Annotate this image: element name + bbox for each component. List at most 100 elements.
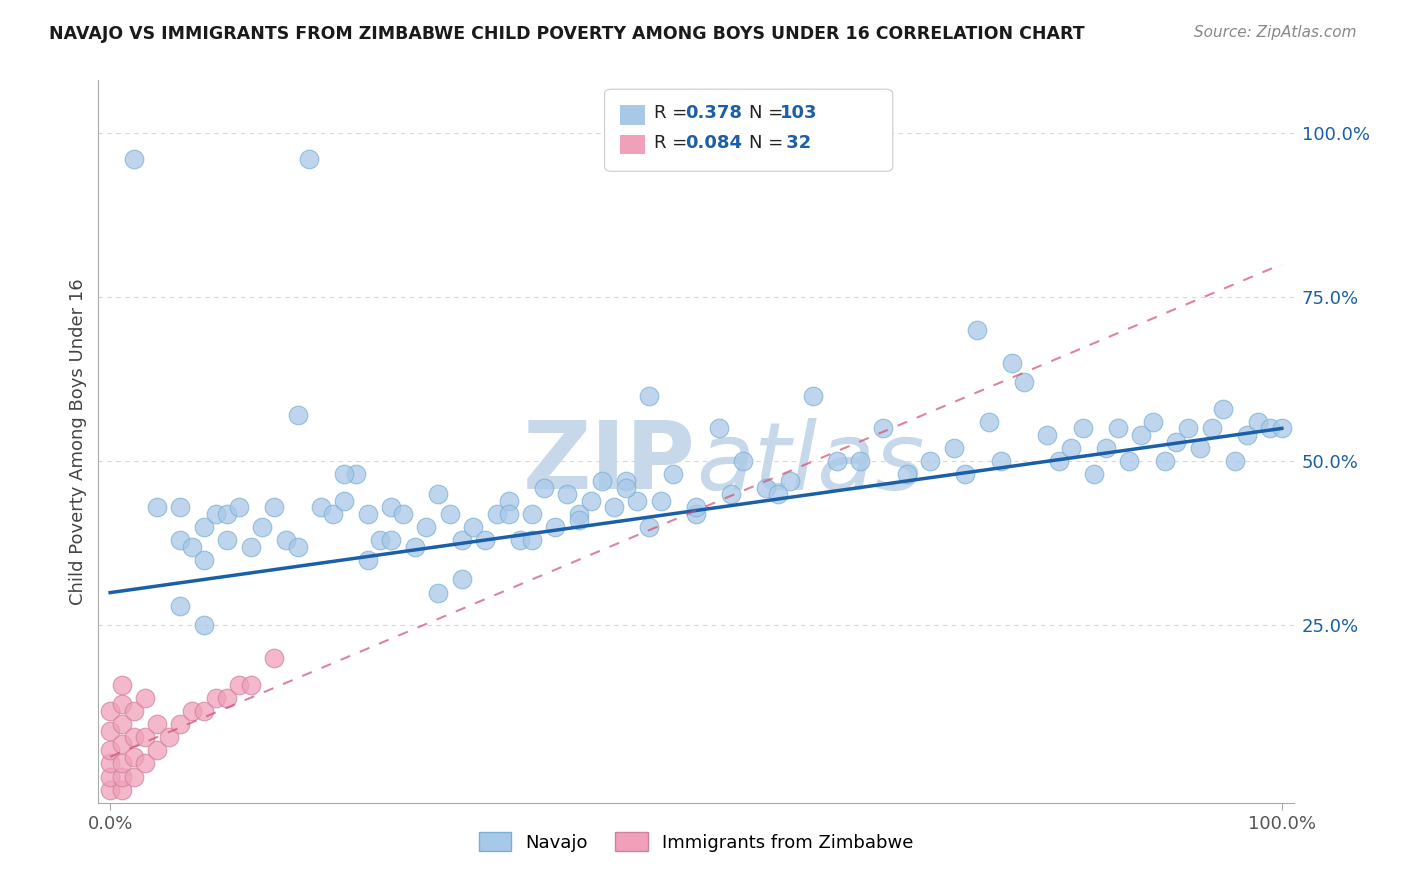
Point (1012, 376, 1035, 390)
Point (568, 507, 591, 521)
Point (111, 677, 134, 691)
Point (579, 493, 602, 508)
Point (228, 500, 250, 515)
Point (146, 717, 169, 731)
Point (638, 520, 661, 534)
Point (333, 467, 356, 482)
Point (1188, 441, 1211, 455)
Point (309, 500, 332, 515)
Point (134, 690, 156, 705)
Y-axis label: Child Poverty Among Boys Under 16: Child Poverty Among Boys Under 16 (69, 278, 87, 605)
Point (228, 677, 250, 691)
Point (122, 730, 145, 744)
Point (263, 500, 285, 515)
Point (287, 409, 309, 423)
Point (252, 520, 274, 534)
Point (685, 507, 707, 521)
Point (474, 533, 496, 547)
Point (204, 507, 226, 521)
Point (603, 500, 626, 515)
Text: R =: R = (654, 104, 693, 122)
Point (1083, 467, 1105, 482)
Point (1107, 421, 1129, 435)
Point (614, 474, 637, 488)
Point (1223, 454, 1246, 468)
Point (287, 540, 309, 554)
Point (181, 704, 204, 718)
Text: Source: ZipAtlas.com: Source: ZipAtlas.com (1194, 25, 1357, 40)
Point (1177, 421, 1199, 435)
Point (955, 467, 977, 482)
Point (1258, 421, 1281, 435)
Text: 32: 32 (780, 134, 811, 152)
Point (825, 454, 848, 468)
Point (520, 533, 543, 547)
Point (122, 152, 145, 166)
Point (333, 493, 356, 508)
Point (1247, 415, 1270, 429)
Point (661, 467, 683, 482)
Point (122, 770, 145, 784)
Point (533, 481, 555, 495)
Point (368, 533, 391, 547)
Text: 0.378: 0.378 (685, 104, 742, 122)
Point (755, 481, 778, 495)
Point (450, 573, 472, 587)
Point (638, 388, 661, 402)
Point (111, 756, 134, 771)
Point (157, 730, 180, 744)
Point (134, 756, 156, 771)
Point (427, 487, 450, 501)
Point (98, 756, 121, 771)
Point (720, 487, 742, 501)
Point (193, 704, 215, 718)
Point (263, 651, 285, 665)
Text: NAVAJO VS IMMIGRANTS FROM ZIMBABWE CHILD POVERTY AMONG BOYS UNDER 16 CORRELATION: NAVAJO VS IMMIGRANTS FROM ZIMBABWE CHILD… (49, 25, 1085, 43)
Point (568, 513, 591, 527)
Point (555, 487, 578, 501)
Point (977, 415, 1000, 429)
Point (239, 677, 262, 691)
Point (439, 507, 461, 521)
Point (344, 467, 367, 482)
Point (193, 520, 215, 534)
Point (614, 481, 637, 495)
Point (463, 520, 485, 534)
Point (380, 500, 402, 515)
Point (990, 454, 1012, 468)
Point (520, 507, 543, 521)
Point (731, 454, 754, 468)
Point (193, 553, 215, 567)
Point (204, 690, 226, 705)
Point (357, 507, 380, 521)
Point (1212, 401, 1234, 416)
Point (98, 723, 121, 738)
Point (966, 323, 988, 337)
Text: atlas: atlas (696, 417, 924, 508)
Text: N =: N = (749, 104, 789, 122)
Point (98, 743, 121, 757)
Point (591, 474, 613, 488)
Point (544, 520, 567, 534)
Point (626, 493, 648, 508)
Point (111, 698, 134, 712)
Point (322, 507, 344, 521)
Legend: Navajo, Immigrants from Zimbabwe: Navajo, Immigrants from Zimbabwe (471, 825, 921, 859)
Point (181, 540, 204, 554)
Point (1153, 454, 1175, 468)
Point (98, 704, 121, 718)
Point (1236, 428, 1258, 442)
Point (450, 533, 472, 547)
Point (779, 474, 801, 488)
Point (298, 152, 321, 166)
Point (509, 533, 531, 547)
Point (193, 618, 215, 632)
Point (169, 599, 191, 613)
Point (1001, 356, 1024, 370)
Point (1166, 434, 1188, 449)
Point (274, 533, 297, 547)
Point (1095, 441, 1118, 455)
Text: 0.084: 0.084 (685, 134, 742, 152)
Point (169, 533, 191, 547)
Point (111, 782, 134, 797)
